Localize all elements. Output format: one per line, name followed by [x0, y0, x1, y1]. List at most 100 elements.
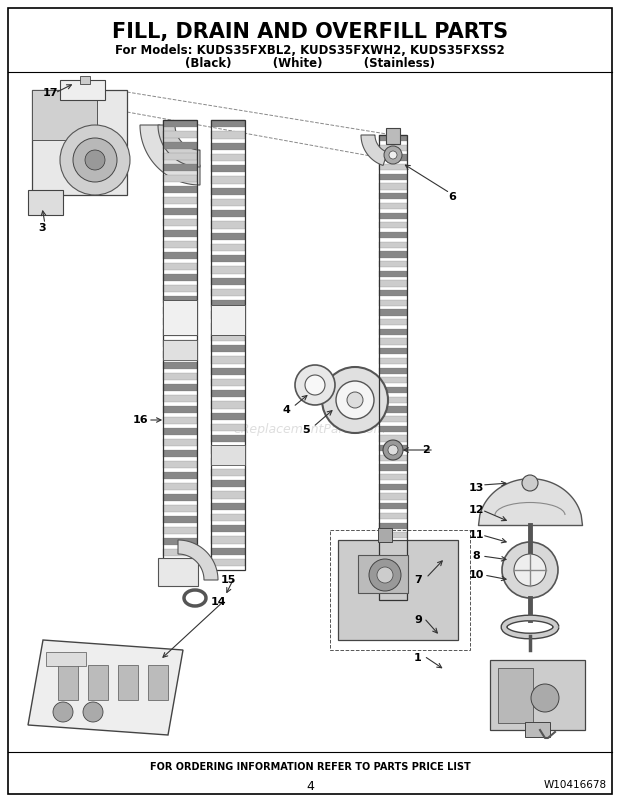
- Bar: [163, 439, 197, 446]
- Bar: [211, 559, 245, 566]
- Circle shape: [336, 381, 374, 419]
- Bar: [379, 358, 407, 364]
- Text: 6: 6: [448, 192, 456, 202]
- Polygon shape: [178, 540, 218, 580]
- Bar: [379, 241, 407, 248]
- Bar: [379, 426, 407, 432]
- Bar: [379, 270, 407, 277]
- Circle shape: [347, 392, 363, 408]
- Bar: [211, 210, 245, 217]
- Circle shape: [322, 367, 388, 433]
- Bar: [211, 165, 245, 172]
- Bar: [379, 232, 407, 238]
- Bar: [163, 450, 197, 457]
- Bar: [379, 571, 407, 577]
- Bar: [498, 668, 533, 723]
- Text: 8: 8: [472, 551, 480, 561]
- Text: 3: 3: [38, 223, 46, 233]
- Bar: [211, 300, 245, 307]
- Bar: [379, 387, 407, 393]
- Bar: [379, 542, 407, 549]
- Bar: [163, 175, 197, 182]
- Bar: [379, 329, 407, 335]
- Bar: [379, 533, 407, 538]
- Bar: [60, 80, 105, 100]
- Bar: [163, 472, 197, 479]
- Bar: [211, 356, 245, 363]
- Bar: [211, 468, 245, 476]
- Bar: [379, 455, 407, 461]
- Bar: [379, 503, 407, 509]
- Circle shape: [85, 150, 105, 170]
- Bar: [163, 307, 197, 314]
- Circle shape: [60, 125, 130, 195]
- Bar: [80, 76, 90, 84]
- Bar: [379, 213, 407, 219]
- Text: 4: 4: [306, 780, 314, 793]
- Bar: [211, 492, 245, 499]
- Bar: [379, 300, 407, 306]
- Bar: [379, 251, 407, 257]
- Text: 17: 17: [42, 88, 58, 98]
- Polygon shape: [28, 640, 183, 735]
- Bar: [211, 548, 245, 555]
- Bar: [163, 329, 197, 336]
- Bar: [163, 340, 197, 360]
- Bar: [28, 190, 63, 215]
- Bar: [163, 494, 197, 501]
- Bar: [32, 90, 127, 195]
- Bar: [163, 461, 197, 468]
- Text: 15: 15: [220, 575, 236, 585]
- Bar: [211, 322, 245, 330]
- Bar: [46, 652, 86, 666]
- Text: 9: 9: [414, 615, 422, 625]
- Text: 2: 2: [422, 445, 430, 455]
- Bar: [118, 665, 138, 700]
- Bar: [163, 384, 197, 391]
- Bar: [211, 266, 245, 273]
- Bar: [163, 274, 197, 282]
- Bar: [163, 252, 197, 259]
- Circle shape: [383, 440, 403, 460]
- Bar: [379, 193, 407, 200]
- Bar: [211, 457, 245, 465]
- Bar: [379, 203, 407, 209]
- Circle shape: [295, 365, 335, 405]
- Bar: [158, 558, 198, 586]
- Text: 4: 4: [282, 405, 290, 415]
- Circle shape: [73, 138, 117, 182]
- Text: W10416678: W10416678: [544, 780, 606, 790]
- Circle shape: [388, 445, 398, 455]
- Bar: [379, 135, 407, 141]
- Bar: [211, 188, 245, 195]
- Bar: [163, 208, 197, 215]
- Bar: [32, 90, 97, 140]
- Circle shape: [531, 684, 559, 712]
- Bar: [211, 255, 245, 262]
- Bar: [338, 540, 458, 640]
- Text: For Models: KUDS35FXBL2, KUDS35FXWH2, KUDS35FXSS2: For Models: KUDS35FXBL2, KUDS35FXWH2, KU…: [115, 44, 505, 57]
- Text: 12: 12: [468, 505, 484, 515]
- Bar: [379, 290, 407, 296]
- Bar: [379, 522, 407, 529]
- Bar: [211, 244, 245, 251]
- Bar: [163, 153, 197, 160]
- Text: 7: 7: [414, 575, 422, 585]
- Circle shape: [502, 542, 558, 598]
- Bar: [211, 176, 245, 184]
- Bar: [379, 377, 407, 383]
- Bar: [211, 379, 245, 386]
- Bar: [211, 514, 245, 521]
- Bar: [211, 143, 245, 150]
- Bar: [211, 525, 245, 533]
- Bar: [163, 417, 197, 424]
- Bar: [211, 334, 245, 341]
- Bar: [379, 174, 407, 180]
- Circle shape: [522, 475, 538, 491]
- Bar: [379, 319, 407, 326]
- Bar: [379, 261, 407, 267]
- Text: 10: 10: [468, 570, 484, 580]
- Bar: [379, 407, 407, 412]
- Circle shape: [384, 146, 402, 164]
- Bar: [163, 406, 197, 413]
